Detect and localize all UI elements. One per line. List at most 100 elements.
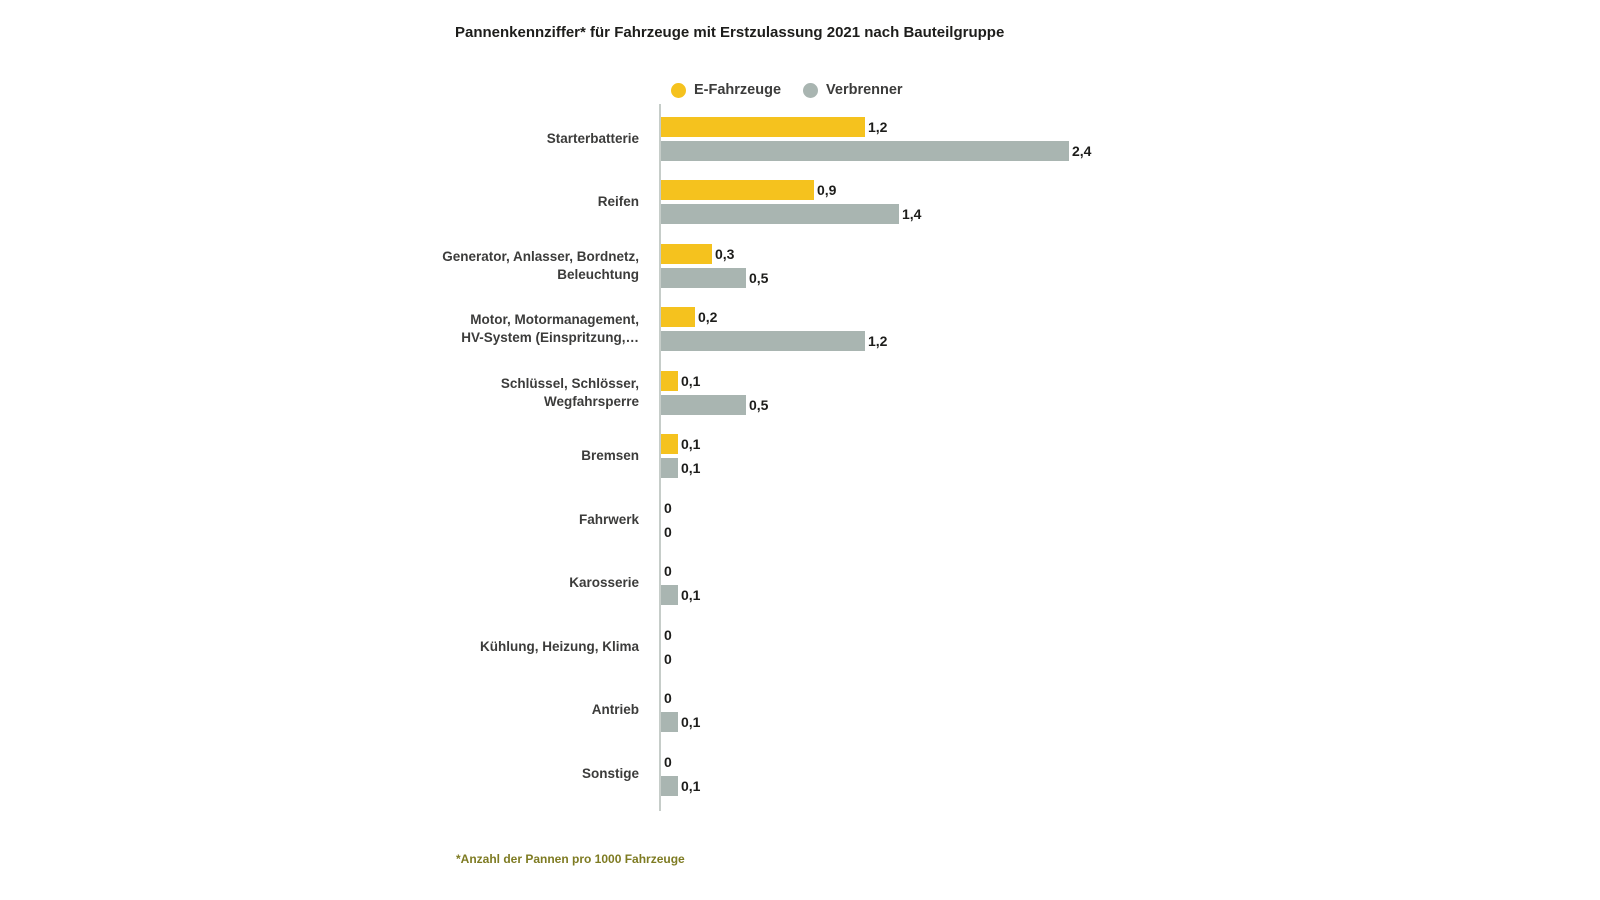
bar-line: 1,2 [661, 116, 1091, 137]
bar-line: 0,1 [661, 775, 701, 796]
bar-line: 0,2 [661, 307, 887, 328]
category-label: Bremsen [581, 448, 639, 464]
value-label: 0,5 [749, 269, 769, 286]
bar-pair: 1,2 2,4 [661, 107, 1091, 171]
chart-row: Bremsen 0,1 0,1 [0, 425, 1600, 489]
value-label: 0 [664, 499, 672, 516]
value-label: 1,2 [868, 333, 888, 350]
chart-row: Generator, Anlasser, Bordnetz, Beleuchtu… [0, 234, 1600, 298]
bar-line: 0,9 [661, 180, 921, 201]
value-label: 0,1 [681, 714, 701, 731]
bar-e-fahrzeuge [661, 116, 865, 137]
y-axis-line [659, 104, 661, 811]
chart-row: Sonstige 0 0,1 [0, 742, 1600, 806]
category-label: Reifen [597, 194, 639, 210]
value-label: 0 [664, 563, 672, 580]
value-label: 0,1 [681, 777, 701, 794]
bar-pair: 0 0,1 [661, 679, 700, 743]
value-label: 1,2 [868, 118, 888, 135]
legend-swatch-verbrenner-icon [803, 82, 819, 98]
category-label: Starterbatterie [546, 130, 639, 146]
value-label: 0,2 [698, 309, 718, 326]
category-label: Motor, Motormanagement, HV-System (Einsp… [461, 312, 639, 346]
bar-line: 1,4 [661, 204, 922, 225]
bar-line: 0 [661, 649, 672, 669]
bar-line: 0 [661, 625, 672, 645]
value-label: 0,1 [681, 372, 701, 389]
chart-row: Kühlung, Heizung, Klima 0 0 [0, 615, 1600, 679]
value-label: 2,4 [1072, 142, 1092, 159]
bar-verbrenner [661, 267, 746, 288]
bar-verbrenner [661, 394, 746, 415]
bar-chart: Starterbatterie 1,2 2,4 Reifen 0,9 1,4 Generat… [0, 107, 1600, 806]
category-label: Sonstige [581, 765, 639, 781]
legend-item-verbrenner: Verbrenner [803, 82, 903, 98]
legend-label-verbrenner: Verbrenner [826, 82, 903, 98]
value-label: 0 [664, 753, 672, 770]
category-label: Schlüssel, Schlösser, Wegfahrsperre [500, 375, 639, 409]
bar-line: 0 [661, 522, 672, 542]
category-label: Karosserie [569, 575, 639, 591]
bar-line: 0,5 [661, 394, 769, 415]
category-label: Kühlung, Heizung, Klima [480, 638, 639, 654]
bar-e-fahrzeuge [661, 307, 695, 328]
value-label: 0,5 [749, 396, 769, 413]
bar-e-fahrzeuge [661, 180, 814, 201]
value-label: 0 [664, 626, 672, 643]
bar-line: 0 [661, 688, 700, 708]
bar-line: 0,5 [661, 267, 769, 288]
value-label: 0 [664, 650, 672, 667]
bar-line: 0,1 [661, 712, 701, 733]
chart-row: Starterbatterie 1,2 2,4 [0, 107, 1600, 171]
bar-verbrenner [661, 458, 678, 479]
bar-pair: 0,2 1,2 [661, 298, 887, 362]
bar-line: 0,1 [661, 370, 768, 391]
footnote: *Anzahl der Pannen pro 1000 Fahrzeuge [456, 852, 685, 866]
value-label: 1,4 [902, 206, 922, 223]
category-label: Generator, Anlasser, Bordnetz, Beleuchtu… [442, 248, 639, 282]
bar-pair: 0,9 1,4 [661, 171, 921, 235]
bar-pair: 0,1 0,5 [661, 361, 768, 425]
bar-line: 0,1 [661, 585, 701, 606]
legend-swatch-e-fahrzeuge-icon [671, 82, 686, 98]
chart-row: Schlüssel, Schlösser, Wegfahrsperre 0,1 0,… [0, 361, 1600, 425]
chart-row: Motor, Motormanagement, HV-System (Einsp… [0, 298, 1600, 362]
value-label: 0,1 [681, 587, 701, 604]
bar-line: 2,4 [661, 140, 1092, 161]
bar-e-fahrzeuge [661, 243, 712, 264]
value-label: 0,1 [681, 436, 701, 453]
bar-verbrenner [661, 140, 1069, 161]
bar-e-fahrzeuge [661, 370, 678, 391]
bar-line: 1,2 [661, 331, 888, 352]
bar-line: 0 [661, 498, 672, 518]
value-label: 0 [664, 523, 672, 540]
legend-label-e-fahrzeuge: E-Fahrzeuge [694, 82, 782, 98]
chart-row: Reifen 0,9 1,4 [0, 171, 1600, 235]
legend-item-e-fahrzeuge: E-Fahrzeuge [671, 82, 781, 98]
bar-verbrenner [661, 712, 678, 733]
bar-pair: 0,3 0,5 [661, 234, 768, 298]
bar-verbrenner [661, 775, 678, 796]
bar-line: 0,3 [661, 243, 768, 264]
bar-pair: 0 0,1 [661, 742, 700, 806]
bar-pair: 0,1 0,1 [661, 425, 700, 489]
bar-verbrenner [661, 204, 899, 225]
value-label: 0 [664, 690, 672, 707]
bar-verbrenner [661, 585, 678, 606]
chart-title: Pannenkennziffer* für Fahrzeuge mit Erst… [455, 24, 1005, 41]
bar-line: 0 [661, 752, 700, 772]
category-label: Antrieb [591, 702, 639, 718]
bar-line: 0 [661, 561, 700, 581]
chart-row: Fahrwerk 0 0 [0, 488, 1600, 552]
legend: E-Fahrzeuge Verbrenner [671, 82, 925, 98]
bar-pair: 0 0,1 [661, 552, 700, 616]
bar-verbrenner [661, 331, 865, 352]
value-label: 0,1 [681, 460, 701, 477]
category-label: Fahrwerk [578, 511, 639, 527]
bar-e-fahrzeuge [661, 434, 678, 455]
chart-row: Karosserie 0 0,1 [0, 552, 1600, 616]
chart-row: Antrieb 0 0,1 [0, 679, 1600, 743]
